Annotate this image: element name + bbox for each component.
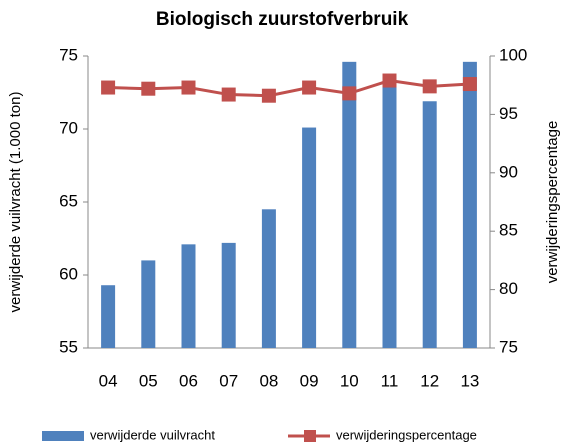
x-tick-label: 04 bbox=[99, 371, 118, 390]
legend-label: verwijderingspercentage bbox=[336, 427, 477, 442]
bar bbox=[141, 260, 156, 348]
x-tick-label: 06 bbox=[179, 371, 198, 390]
y-axis-label: verwijderde vuilvracht (1.000 ton) bbox=[7, 92, 24, 313]
marker bbox=[382, 73, 397, 88]
y2-tick-label: 100 bbox=[499, 45, 527, 64]
marker bbox=[462, 77, 477, 92]
y-tick-label: 55 bbox=[59, 337, 78, 356]
marker bbox=[141, 81, 156, 96]
bar bbox=[342, 61, 357, 349]
marker bbox=[422, 79, 437, 94]
bar bbox=[101, 285, 116, 348]
x-tick-label: 10 bbox=[340, 371, 359, 390]
x-tick-label: 13 bbox=[460, 371, 479, 390]
x-tick-label: 11 bbox=[381, 371, 399, 390]
y2-tick-label: 85 bbox=[499, 221, 518, 240]
y2-tick-label: 95 bbox=[499, 104, 518, 123]
marker bbox=[261, 88, 276, 103]
x-tick-label: 07 bbox=[219, 371, 238, 390]
y-tick-label: 70 bbox=[59, 118, 78, 137]
bar bbox=[221, 242, 236, 348]
x-tick-label: 05 bbox=[139, 371, 158, 390]
bar bbox=[422, 101, 437, 348]
bar bbox=[181, 244, 196, 348]
legend-swatch bbox=[304, 430, 316, 442]
bar bbox=[462, 61, 477, 349]
chart-title: Biologisch zuurstofverbruik bbox=[156, 9, 409, 30]
y2-tick-label: 90 bbox=[499, 162, 518, 181]
bar bbox=[382, 85, 397, 348]
x-tick-label: 12 bbox=[420, 371, 439, 390]
x-tick-label: 08 bbox=[259, 371, 278, 390]
y-tick-label: 65 bbox=[59, 191, 78, 210]
marker bbox=[101, 80, 116, 95]
marker bbox=[302, 80, 317, 95]
legend-label: verwijderde vuilvracht bbox=[90, 427, 215, 442]
x-tick-label: 09 bbox=[300, 371, 319, 390]
y2-tick-label: 80 bbox=[499, 279, 518, 298]
legend-swatch bbox=[42, 431, 84, 441]
bar bbox=[302, 127, 317, 348]
marker bbox=[342, 86, 357, 101]
line bbox=[108, 78, 470, 98]
marker bbox=[221, 87, 236, 102]
y-tick-label: 75 bbox=[59, 45, 78, 64]
y-tick-label: 60 bbox=[59, 264, 78, 283]
bar bbox=[261, 209, 276, 348]
y2-axis-label: verwijderingspercentage bbox=[544, 121, 561, 284]
marker bbox=[181, 80, 196, 95]
y2-tick-label: 75 bbox=[499, 337, 518, 356]
